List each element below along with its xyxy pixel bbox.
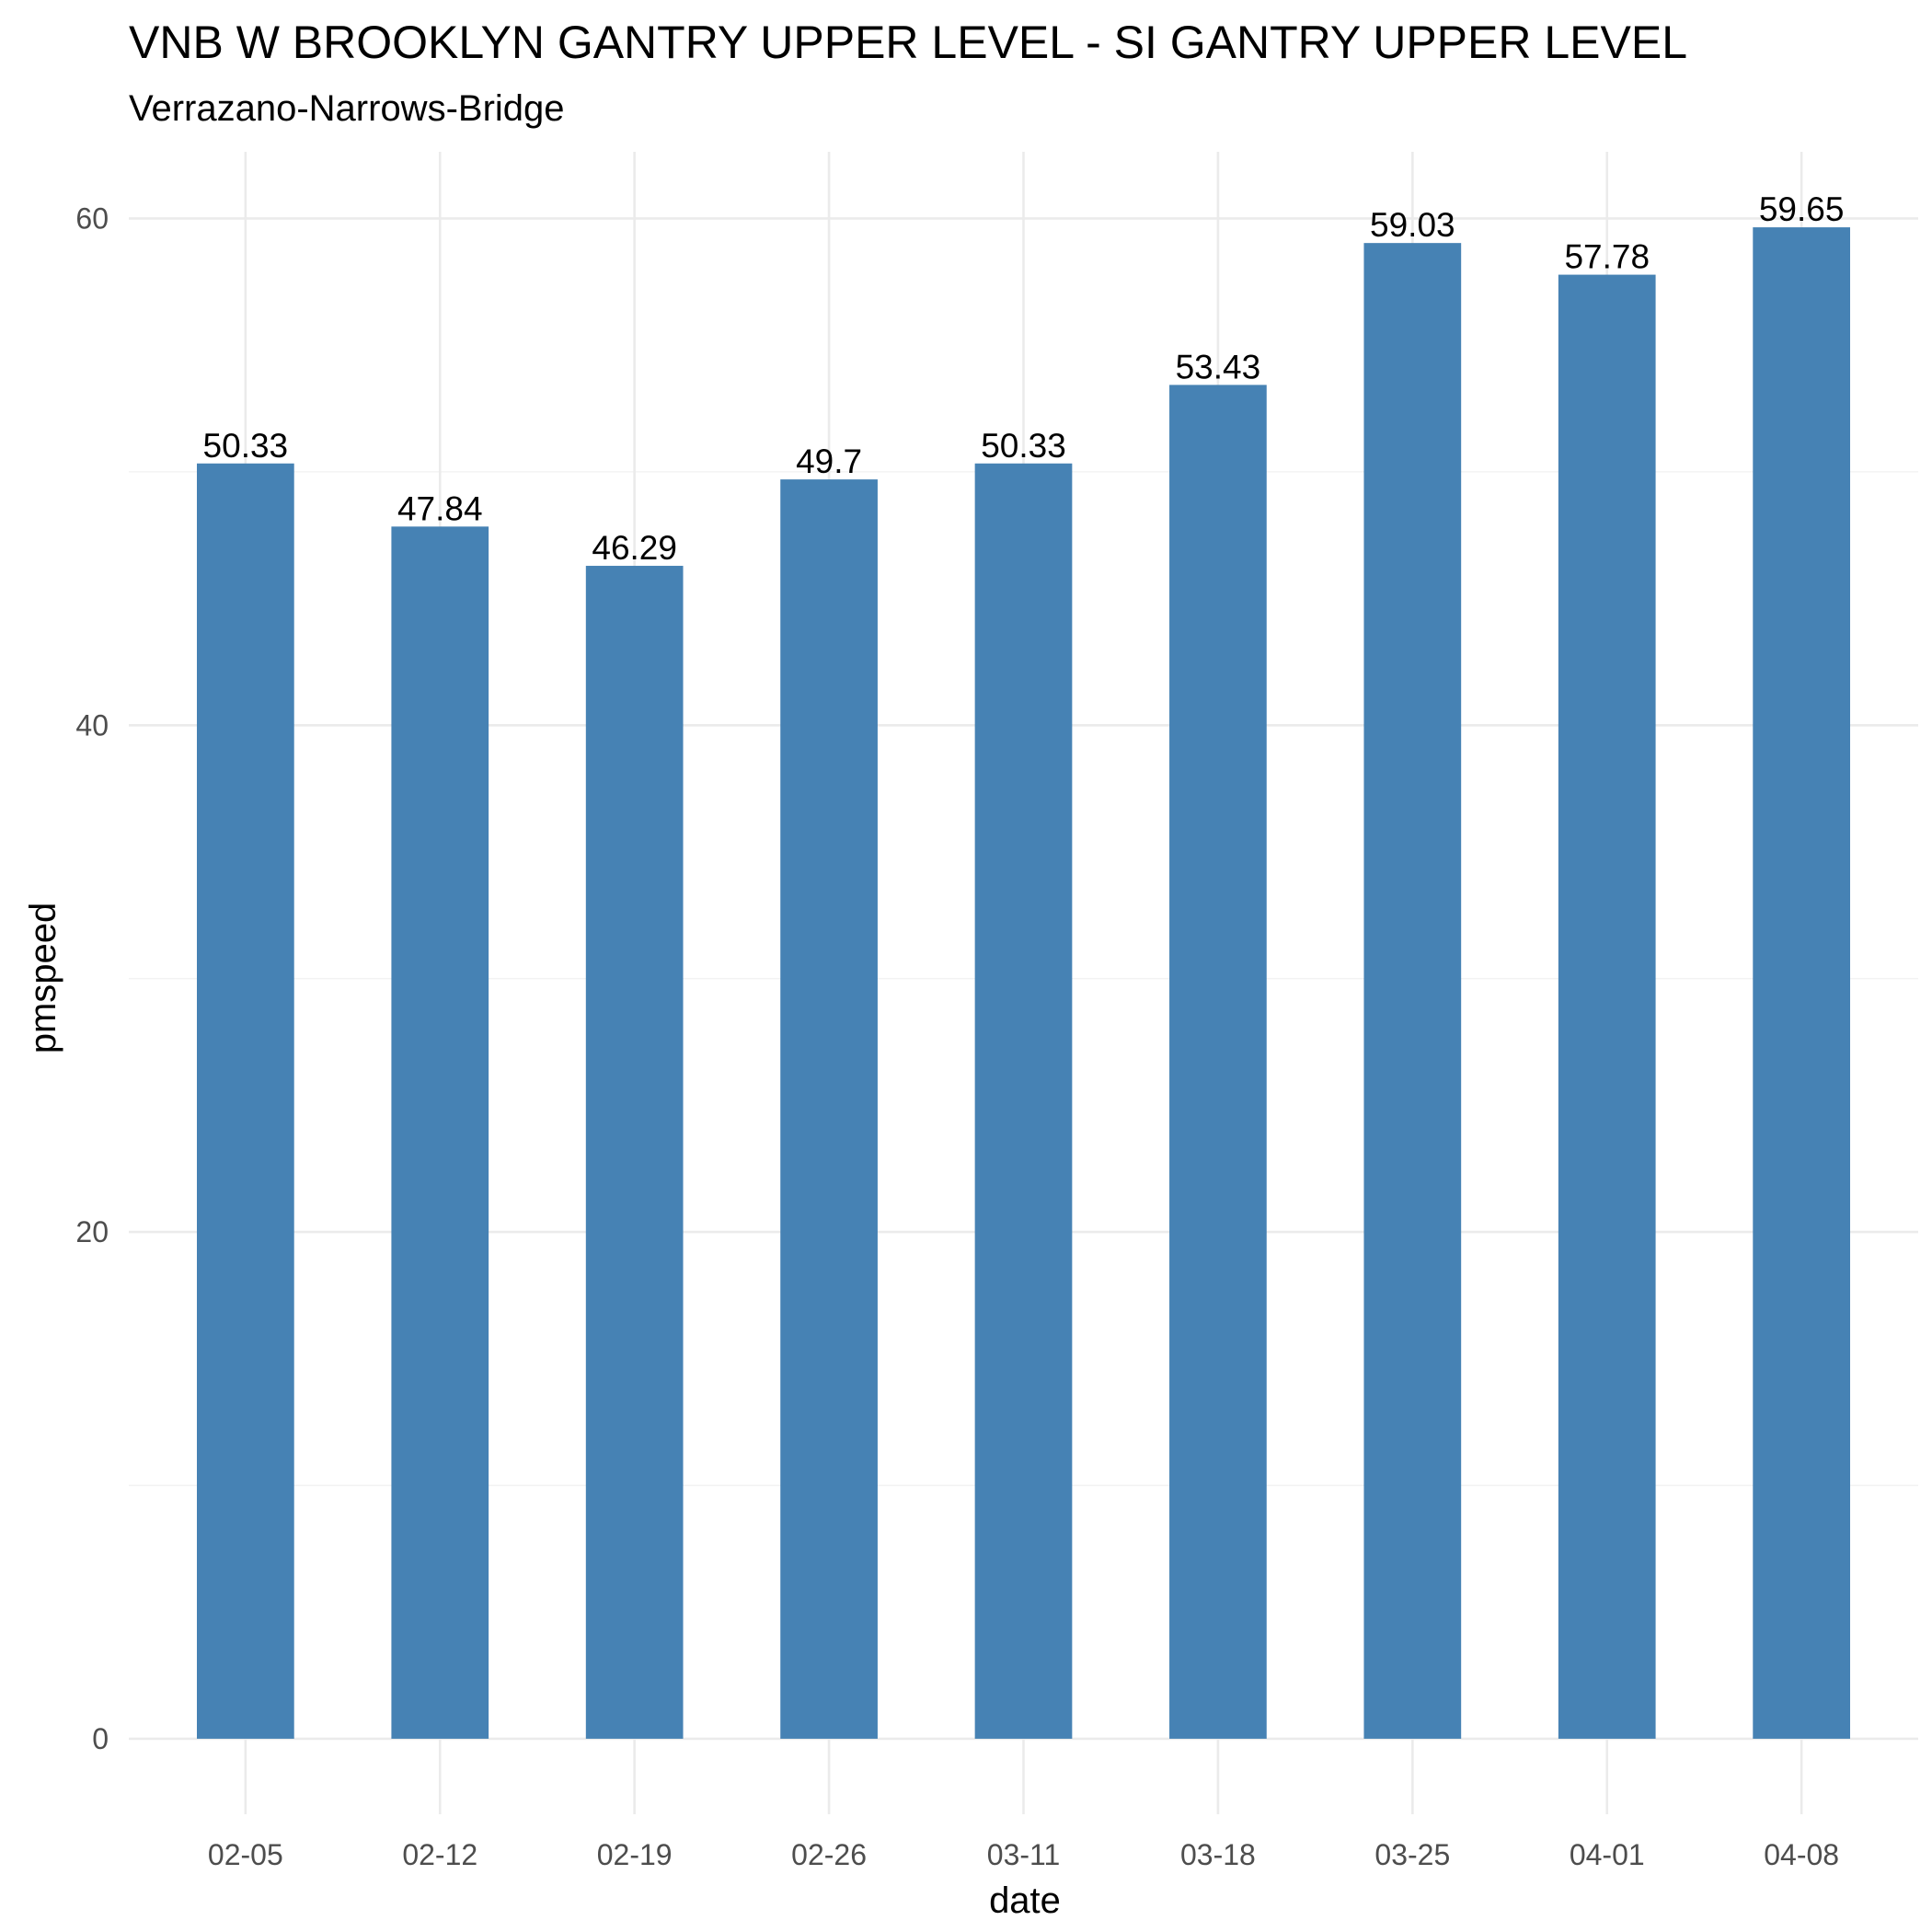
bar-04-08 — [1753, 227, 1851, 1739]
x-tick-label-02-05: 02-05 — [208, 1838, 283, 1871]
chart-title: VNB W BROOKLYN GANTRY UPPER LEVEL - SI G… — [129, 17, 1687, 68]
y-tick-label-40: 40 — [75, 708, 109, 742]
x-tick-label-02-26: 02-26 — [791, 1838, 867, 1871]
y-tick-label-20: 20 — [75, 1215, 109, 1248]
y-tick-label-60: 60 — [75, 201, 109, 235]
bar-02-05 — [196, 463, 294, 1739]
bar-03-18 — [1169, 385, 1267, 1739]
x-tick-label-03-25: 03-25 — [1374, 1838, 1450, 1871]
x-tick-label-03-11: 03-11 — [987, 1838, 1060, 1871]
x-tick-label-04-01: 04-01 — [1570, 1838, 1645, 1871]
y-tick-label-0: 0 — [92, 1722, 109, 1755]
bar-02-19 — [585, 566, 684, 1739]
bar-02-26 — [780, 479, 878, 1739]
value-label-02-19: 46.29 — [592, 529, 677, 567]
data-labels: 50.33 47.84 46.29 49.7 50.33 53.43 59.03 57.78 5… — [203, 190, 1845, 567]
value-label-02-05: 50.33 — [203, 427, 289, 465]
bar-03-25 — [1363, 243, 1462, 1739]
bar-03-11 — [974, 463, 1073, 1739]
value-label-03-11: 50.33 — [981, 427, 1066, 465]
y-axis-title: pmspeed — [23, 903, 63, 1054]
x-axis-title: date — [989, 1880, 1061, 1921]
x-tick-label-04-08: 04-08 — [1764, 1838, 1839, 1871]
value-label-04-01: 57.78 — [1564, 238, 1650, 276]
value-label-03-18: 53.43 — [1176, 348, 1261, 385]
value-label-03-25: 59.03 — [1370, 206, 1455, 244]
bars — [196, 227, 1851, 1739]
value-label-02-12: 47.84 — [397, 489, 483, 527]
x-tick-label-03-18: 03-18 — [1180, 1838, 1256, 1871]
x-tick-label-02-12: 02-12 — [402, 1838, 477, 1871]
chart-subtitle: Verrazano-Narrows-Bridge — [129, 88, 565, 129]
bar-04-01 — [1558, 274, 1656, 1739]
bar-02-12 — [391, 526, 489, 1739]
axes: 0 20 40 60 02-05 02-12 02-19 02-26 03-11 03-18 03-… — [75, 201, 1839, 1871]
value-label-02-26: 49.7 — [796, 443, 862, 480]
value-label-04-08: 59.65 — [1759, 190, 1845, 228]
x-tick-label-02-19: 02-19 — [597, 1838, 673, 1871]
